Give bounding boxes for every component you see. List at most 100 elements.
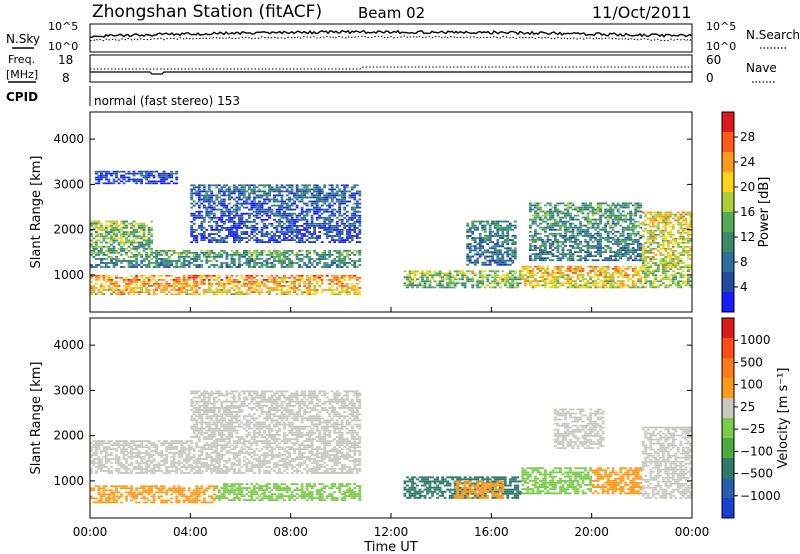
power-cell xyxy=(100,291,103,293)
power-cell xyxy=(325,279,329,281)
power-cell xyxy=(95,170,98,173)
power-cell xyxy=(285,194,289,197)
power-cell xyxy=(671,274,675,277)
power-cell xyxy=(493,253,497,256)
power-cell xyxy=(115,252,118,254)
power-cell xyxy=(295,293,299,295)
power-cell xyxy=(576,276,580,278)
power-cell xyxy=(110,239,113,242)
power-cell xyxy=(285,258,289,260)
power-cell xyxy=(245,206,249,209)
power-cell xyxy=(333,279,337,281)
power-cell xyxy=(273,218,276,221)
power-cell xyxy=(604,216,607,219)
power-cell xyxy=(340,281,344,283)
power-cell xyxy=(516,278,520,281)
power-cell xyxy=(283,200,286,203)
power-cell xyxy=(248,283,251,285)
power-cell xyxy=(468,280,472,283)
power-cell xyxy=(649,282,653,285)
power-cell xyxy=(100,283,103,285)
power-cell xyxy=(604,239,607,241)
power-cell xyxy=(649,235,653,238)
power-cell xyxy=(333,235,337,237)
power-cell xyxy=(609,212,612,215)
power-cell xyxy=(200,225,204,227)
power-cell xyxy=(338,281,342,283)
power-cell xyxy=(195,283,199,285)
power-cell xyxy=(115,285,118,287)
power-cell xyxy=(508,284,512,287)
power-cell xyxy=(614,270,617,272)
power-cell xyxy=(255,194,259,197)
power-cell xyxy=(441,278,444,281)
power-cell xyxy=(594,247,597,249)
power-cell xyxy=(333,194,337,197)
power-cell xyxy=(651,237,655,240)
power-cell xyxy=(669,248,673,250)
power-cell xyxy=(175,281,179,283)
power-cell xyxy=(230,283,234,285)
power-cell xyxy=(182,279,186,281)
power-cell xyxy=(215,216,219,219)
power-cell xyxy=(195,276,199,279)
power-cell xyxy=(441,280,444,283)
power-cell xyxy=(248,214,251,217)
power-cell xyxy=(245,200,249,203)
power-cell xyxy=(616,272,620,274)
power-cell xyxy=(105,274,108,277)
power-cell xyxy=(243,194,246,197)
power-cell xyxy=(323,229,327,231)
power-cell xyxy=(661,215,665,218)
power-cell xyxy=(631,228,635,231)
power-cell xyxy=(676,237,680,240)
power-cell xyxy=(350,194,354,197)
power-cell xyxy=(355,214,359,217)
power-cell xyxy=(197,184,201,187)
power-cell xyxy=(471,280,475,283)
power-cell xyxy=(616,230,620,233)
power-cell xyxy=(285,289,289,291)
power-cell xyxy=(160,283,163,285)
power-cell xyxy=(293,220,296,223)
power-cell xyxy=(137,224,141,227)
power-cell xyxy=(305,220,309,223)
power-cell xyxy=(448,270,452,273)
power-cell xyxy=(616,239,620,241)
power-cell xyxy=(263,260,266,262)
power-cell xyxy=(518,276,522,279)
power-cell xyxy=(212,233,216,235)
power-cell xyxy=(621,255,625,257)
power-cell xyxy=(207,204,211,207)
power-cell xyxy=(280,293,284,295)
power-cell xyxy=(546,278,550,281)
power-cell xyxy=(278,212,281,215)
power-region xyxy=(466,220,517,266)
power-cell xyxy=(132,291,136,293)
power-cell xyxy=(248,262,251,264)
power-cell xyxy=(195,281,199,283)
power-cell xyxy=(661,254,665,256)
power-cell xyxy=(200,198,204,201)
power-cell xyxy=(581,280,585,283)
power-cell xyxy=(172,287,176,289)
power-cell xyxy=(207,194,211,197)
power-cell xyxy=(438,272,442,275)
power-region xyxy=(95,170,179,185)
power-cell xyxy=(496,261,500,264)
power-cell xyxy=(180,279,184,281)
power-cell xyxy=(270,212,274,215)
power-cell xyxy=(238,260,241,262)
power-cell xyxy=(496,235,500,237)
power-cell xyxy=(549,286,552,289)
power-cell xyxy=(250,287,254,289)
power-cell xyxy=(481,251,485,254)
power-cell xyxy=(559,226,562,229)
power-cell xyxy=(644,219,648,222)
power-cell xyxy=(323,289,327,291)
power-cell xyxy=(636,241,640,243)
power-cell xyxy=(205,229,209,231)
power-cell xyxy=(340,214,344,217)
power-cell xyxy=(228,235,231,237)
power-cell xyxy=(566,220,570,223)
